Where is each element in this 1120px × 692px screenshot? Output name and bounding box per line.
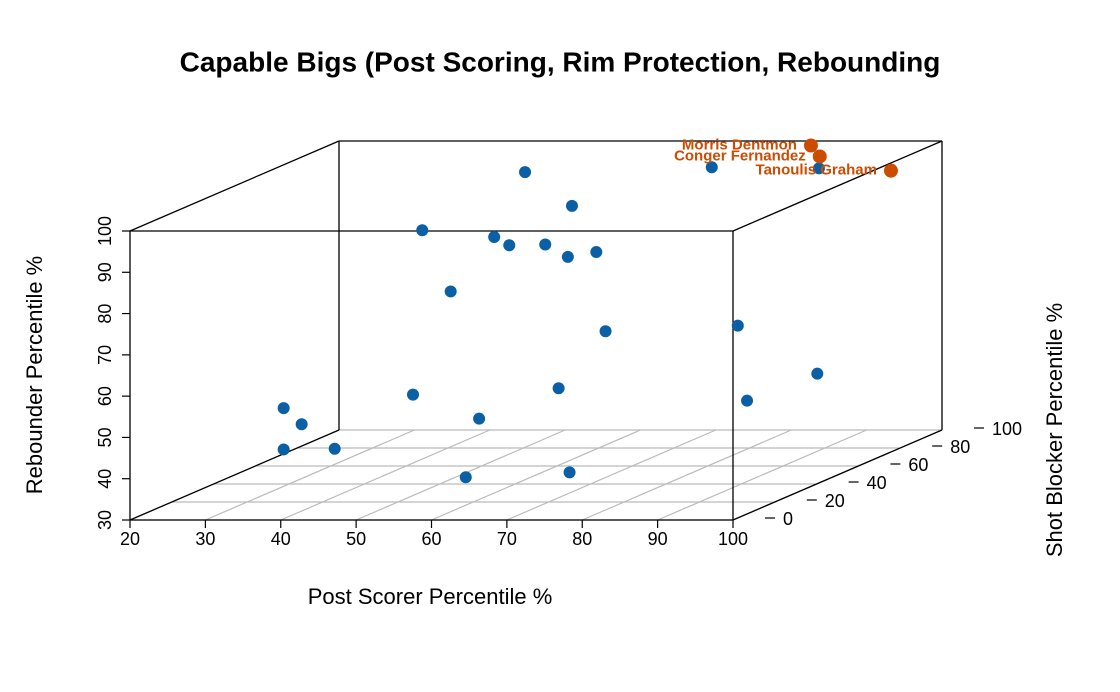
point (812, 149, 827, 164)
box-edge (732, 140, 943, 232)
x-tick-label: 30 (195, 529, 215, 549)
z-axis-title: Rebounder Percentile % (22, 256, 47, 494)
z-tick-label: 70 (95, 345, 115, 365)
grid-line (205, 429, 415, 521)
z-tick-label: 90 (95, 262, 115, 282)
x-axis-title: Post Scorer Percentile % (308, 584, 553, 609)
x-tick-label: 60 (421, 529, 441, 549)
box-edge (129, 140, 340, 232)
z-tick-label: 60 (95, 386, 115, 406)
y-tick-label: 40 (867, 473, 887, 493)
x-tick-label: 50 (346, 529, 366, 549)
point (503, 239, 516, 252)
point (416, 224, 429, 237)
point (488, 231, 501, 244)
grid-line (506, 429, 717, 521)
z-tick-label: 50 (95, 427, 115, 447)
grid-line (582, 429, 792, 521)
point (590, 246, 603, 259)
point (328, 442, 341, 455)
y-tick-label: 0 (783, 509, 793, 529)
y-tick-label: 80 (950, 437, 970, 457)
point (811, 367, 824, 380)
grid-line (657, 429, 867, 521)
x-tick-label: 90 (648, 529, 668, 549)
chart-title: Capable Bigs (Post Scoring, Rim Protecti… (180, 46, 941, 77)
point (277, 443, 290, 456)
y-tick-label: 60 (908, 455, 928, 475)
point-label: Morris Dentmon (682, 136, 797, 153)
point (561, 250, 574, 263)
point (459, 471, 472, 484)
point (731, 319, 744, 332)
grid-line (431, 429, 641, 521)
x-tick-label: 80 (572, 529, 592, 549)
point (277, 402, 290, 415)
point (812, 162, 825, 175)
x-tick-label: 20 (120, 529, 140, 549)
point (883, 163, 898, 178)
point (407, 388, 419, 401)
point (444, 285, 457, 298)
y-axis-title: Shot Blocker Percentile % (1042, 303, 1067, 557)
y-tick-label: 20 (825, 491, 845, 511)
point (741, 394, 754, 407)
point (473, 412, 486, 425)
point-label: Conger Fernandez (674, 147, 806, 164)
point (563, 466, 576, 479)
z-tick-label: 80 (95, 304, 115, 324)
box-edge (129, 429, 340, 521)
point (295, 418, 308, 431)
point (705, 161, 718, 174)
y-tick-label: 100 (992, 419, 1022, 439)
point (565, 199, 578, 212)
point-label: Tanoulis Graham (756, 162, 877, 179)
z-tick-label: 40 (95, 469, 115, 489)
z-tick-label: 30 (95, 510, 115, 530)
point (552, 382, 565, 395)
point (519, 166, 532, 179)
x-tick-label: 100 (718, 529, 748, 549)
x-tick-label: 70 (497, 529, 517, 549)
point (803, 138, 818, 153)
x-tick-label: 40 (271, 529, 291, 549)
z-tick-label: 100 (95, 216, 115, 246)
box-edge (732, 429, 943, 521)
grid-line (280, 429, 490, 521)
point (539, 238, 552, 251)
point (599, 325, 612, 338)
